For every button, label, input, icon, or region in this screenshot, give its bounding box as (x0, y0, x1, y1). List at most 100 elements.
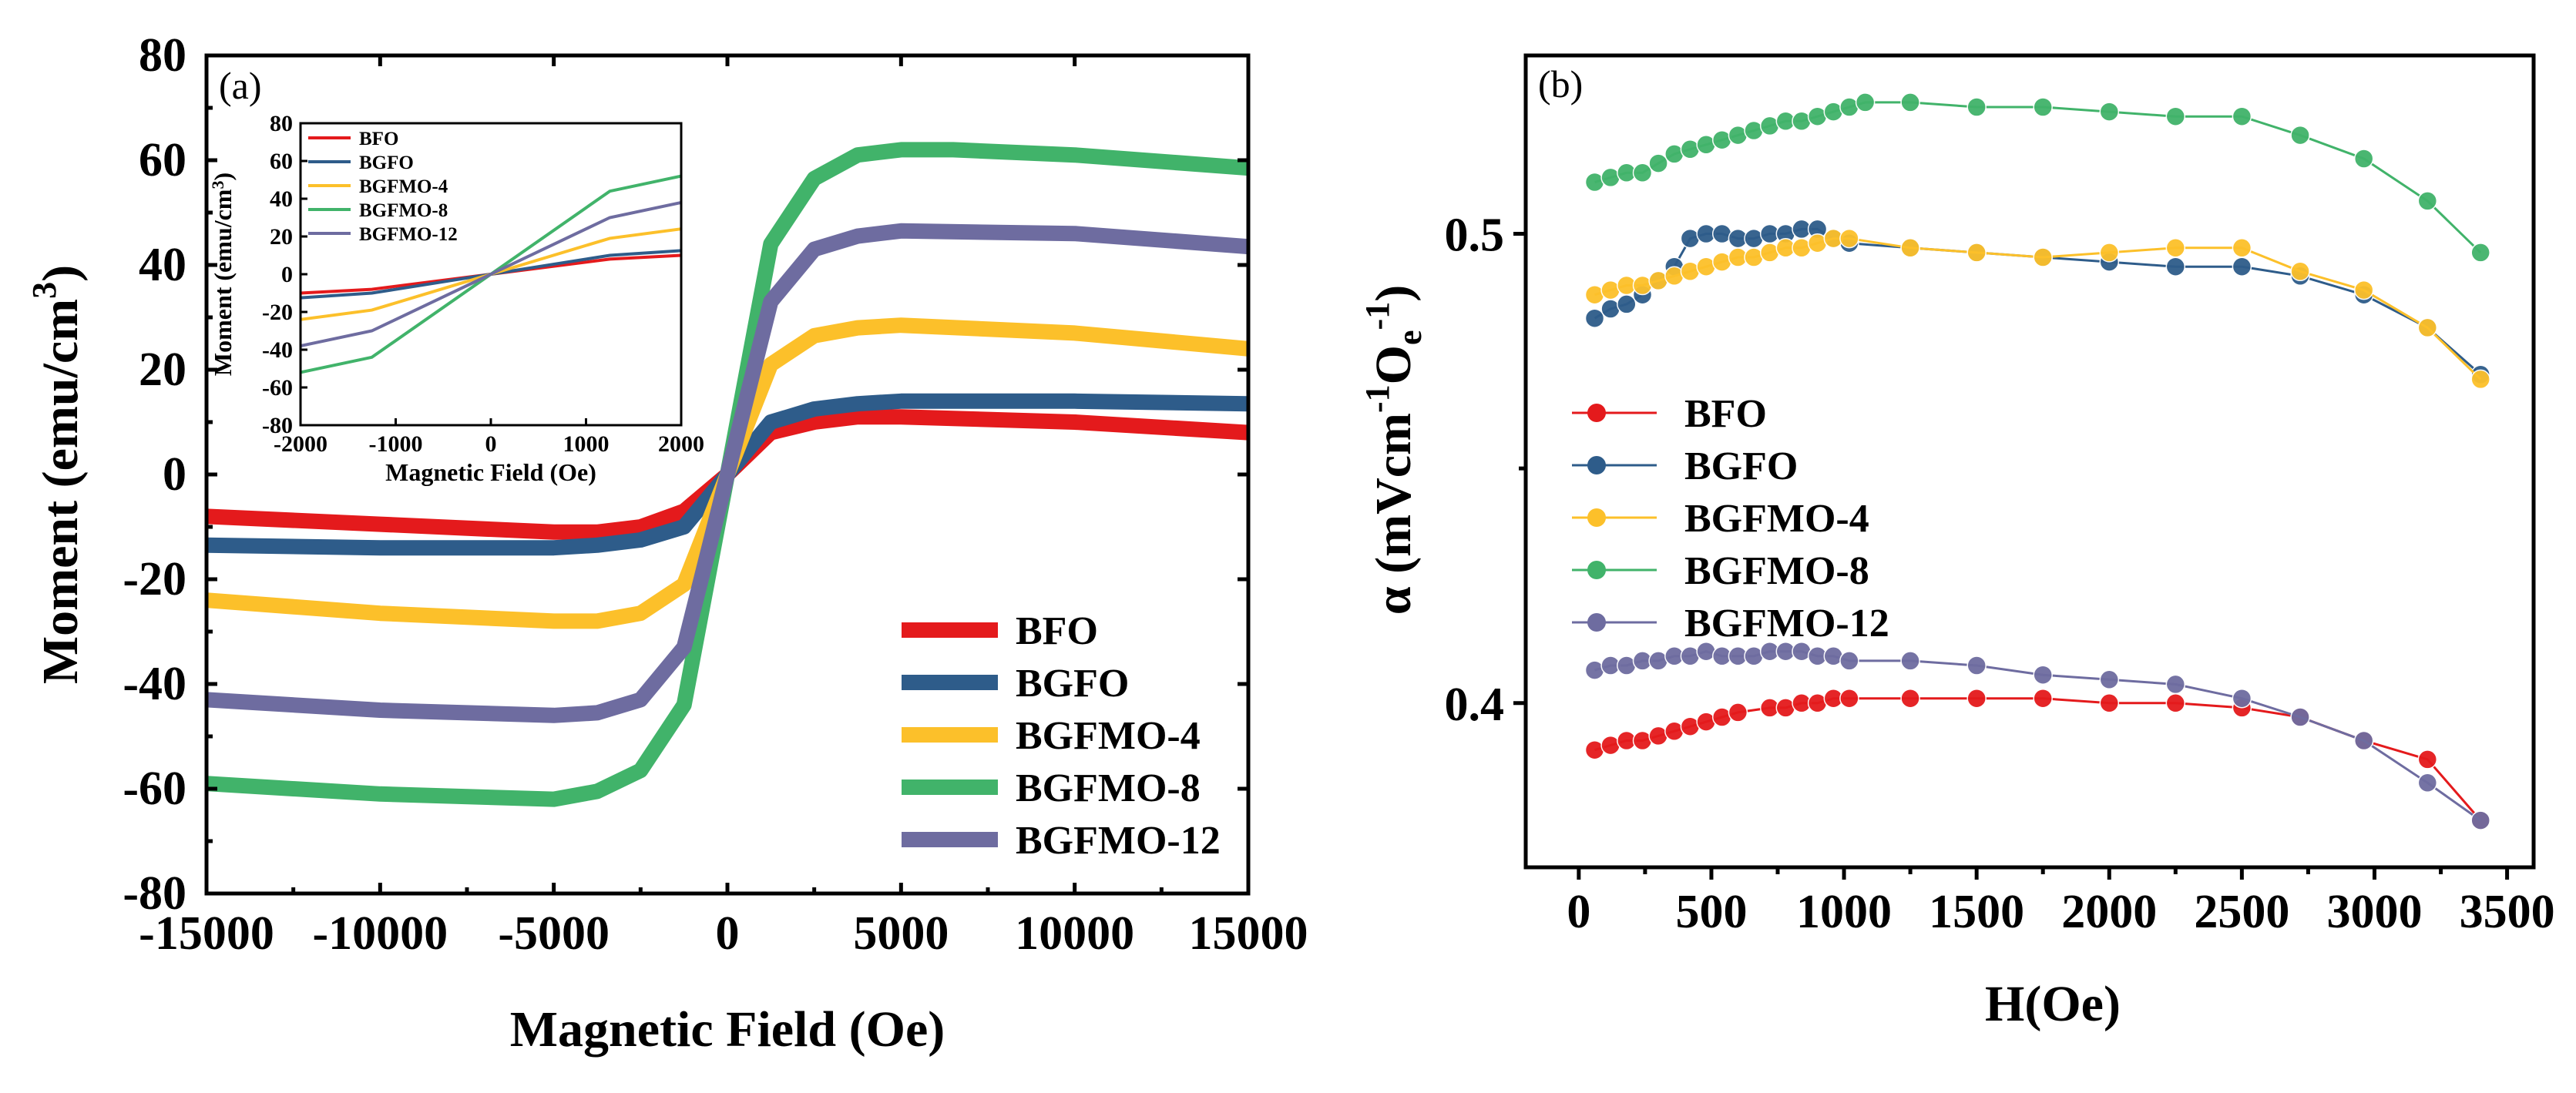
panel-b-x-tick-label: 500 (1675, 886, 1747, 938)
panel-a-label: (a) (219, 64, 262, 107)
panel-a-y-ticks: -80 -60 -40 -20 0 20 40 60 80 (123, 29, 1248, 920)
panel-a-y-tick-label: 40 (139, 239, 186, 291)
panel-b-x-tick-label: 1500 (1929, 886, 2024, 938)
panel-b-legend-label-bgfo: BGFO (1684, 444, 1798, 488)
panel-b-point-bfo (2417, 749, 2438, 769)
panel-a-x-tick-label: 0 (716, 907, 740, 960)
panel-b-point-bgfmo-12 (2033, 665, 2053, 685)
panel-b-point-bgfmo-4 (2470, 369, 2490, 390)
inset-line-bgfmo-12 (300, 200, 682, 348)
panel-a-x-tick-label: -15000 (139, 907, 274, 960)
panel-b-y-tick-label: 0.5 (1445, 210, 1505, 262)
panel-a-legend-label-bgfmo-12: BGFMO-12 (1016, 819, 1221, 863)
panel-b-point-bgfmo-8 (1632, 163, 1653, 183)
inset-y-tick-label: 60 (270, 149, 293, 174)
inset-y-tick-label: -60 (262, 375, 293, 401)
panel-b-point-bgfmo-8 (2290, 125, 2310, 146)
panel-b-point-bfo (2033, 688, 2053, 709)
panel-b-legend-label-bgfmo-4: BGFMO-4 (1684, 497, 1869, 541)
panel-a-x-tick-label: 10000 (1015, 907, 1134, 960)
panel-b-point-bfo (2165, 693, 2186, 713)
inset-background (284, 122, 681, 425)
panel-b-legend-label-bfo: BFO (1684, 392, 1767, 436)
inset-legend-label-bgfmo-12: BGFMO-12 (359, 224, 458, 245)
panel-a-x-tick-label: -10000 (313, 907, 448, 960)
panel-b-point-bgfmo-8 (1900, 92, 1920, 112)
panel-a-y-label-end: ) (32, 265, 89, 282)
panel-b-point-bgfmo-8 (1966, 97, 1987, 117)
inset-y-tick-label: -80 (262, 413, 293, 438)
inset-x-tick-label: 0 (485, 431, 497, 457)
panel-b-point-bgfo (2165, 256, 2186, 277)
panel-a-y-tick-label: 60 (139, 134, 186, 186)
inset-y-label-sup: 3 (208, 181, 227, 189)
inset-y-label-end: ) (209, 173, 237, 181)
panel-b-point-bgfmo-4 (2099, 243, 2120, 263)
panel-b-x-tick-label: 2000 (2061, 886, 2157, 938)
panel-b-point-bfo (1966, 688, 1987, 709)
inset-legend: BFO BGFO BGFMO-4 BGFMO-8 BGFMO-12 (308, 129, 458, 245)
inset-y-tick-label: 0 (281, 262, 293, 287)
panel-b-legend: BFO BGFO BGFMO-4 BGFMO-8 BGFMO-12 (1572, 392, 1889, 645)
panel-a-legend-label-bfo: BFO (1016, 609, 1098, 653)
inset-y-tick-label: -40 (262, 337, 293, 363)
panel-b-point-bgfmo-8 (2417, 191, 2438, 211)
panel-b-legend-swatch-marker-bgfmo-8 (1587, 561, 1606, 579)
panel-b-point-bgfmo-12 (2470, 810, 2490, 830)
panel-b-legend-swatch-marker-bgfo (1587, 456, 1606, 474)
panel-a-legend-label-bgfmo-4: BGFMO-4 (1016, 714, 1201, 758)
panel-a-y-tick-label: -60 (123, 763, 186, 815)
panel-b-label: (b) (1538, 62, 1583, 106)
panel-b-point-bgfmo-12 (2417, 773, 2438, 793)
panel-a-x-axis-label: Magnetic Field (Oe) (510, 1001, 945, 1058)
panel-b-point-bgfmo-12 (2353, 730, 2374, 751)
panel-b-point-bgfmo-8 (1855, 92, 1876, 112)
panel-b-y-label-end: ) (1365, 285, 1422, 302)
panel-a-y-tick-label: 20 (139, 344, 186, 396)
panel-b-point-bgfmo-4 (2417, 317, 2438, 338)
panel-b-x-tick-label: 3500 (2460, 886, 2555, 938)
panel-b-x-tick-label: 3000 (2326, 886, 2422, 938)
panel-b-point-bgfo (1617, 294, 1637, 314)
panel-b-point-bgfmo-12 (1839, 651, 1859, 671)
inset-x-tick-label: -2000 (274, 431, 327, 457)
panel-b-point-bgfmo-8 (2232, 106, 2252, 126)
panel-b-point-bgfmo-4 (2165, 238, 2186, 258)
inset-y-tick-label: 20 (270, 224, 293, 250)
panel-b-legend-swatch-marker-bgfmo-12 (1587, 613, 1606, 632)
panel-b-legend-label-bgfmo-12: BGFMO-12 (1684, 602, 1889, 645)
inset-y-tick-label: 80 (270, 111, 293, 136)
inset-frame (299, 122, 683, 427)
inset-x-tick-label: 1000 (563, 431, 610, 457)
panel-b-y-tick-label: 0.4 (1445, 679, 1505, 731)
panel-a-legend-label-bgfmo-8: BGFMO-8 (1016, 766, 1201, 810)
inset-y-tick-label: -20 (262, 300, 293, 325)
panel-b-y-label-sup1: -1 (1359, 384, 1396, 413)
panel-b-x-tick-label: 2500 (2194, 886, 2289, 938)
panel-b-point-bgfmo-4 (2290, 261, 2310, 282)
panel-b-y-label-sup2: -1 (1359, 302, 1396, 330)
inset-x-axis-label: Magnetic Field (Oe) (385, 458, 596, 486)
panel-b-point-bgfmo-8 (2353, 149, 2374, 169)
inset-legend-label-bfo: BFO (359, 129, 398, 149)
panel-b-point-bgfmo-4 (1966, 243, 1987, 263)
panel-a-legend-label-bgfo: BGFO (1016, 662, 1129, 706)
panel-b-series-lines (1584, 92, 2490, 830)
panel-a-x-ticks: -15000 -10000 -5000 0 5000 10000 15000 (139, 55, 1308, 960)
panel-b-point-bfo (2099, 693, 2120, 713)
panel-b-point-bgfmo-12 (1900, 651, 1920, 671)
panel-b-point-bgfmo-8 (2470, 243, 2490, 263)
panel-b-x-tick-label: 1000 (1796, 886, 1892, 938)
panel-a-line-bgfmo-12 (206, 223, 1249, 723)
panel-b-point-bgfmo-12 (2165, 674, 2186, 695)
inset-y-axis-label: Moment (emu/cm3) (208, 173, 237, 376)
panel-b-y-label-o: O (1365, 345, 1422, 384)
panel-b-legend-swatch-marker-bgfmo-4 (1587, 508, 1606, 527)
panel-a-inset-chart: -2000 -1000 0 1000 2000 -80 -60 -40 -20 0 20 40 60 8… (208, 111, 704, 486)
panel-a-y-label-main: Moment (emu/cm (32, 299, 89, 684)
panel-b-point-bgfmo-12 (2232, 688, 2252, 709)
panel-b-point-bgfmo-4 (2353, 280, 2374, 300)
panel-b-point-bgfmo-4 (1839, 228, 1859, 249)
inset-legend-label-bgfmo-4: BGFMO-4 (359, 176, 448, 197)
